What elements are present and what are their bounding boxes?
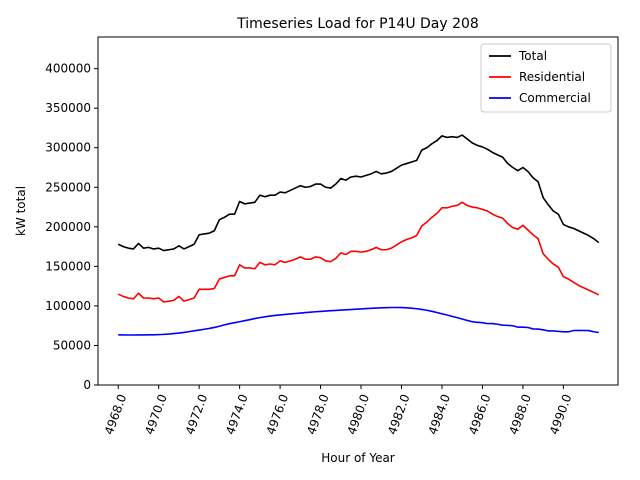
y-tick-label: 400000: [45, 62, 91, 76]
y-tick-label: 50000: [53, 338, 91, 352]
series-line-residential: [117, 201, 600, 303]
series-line-commercial: [118, 306, 599, 336]
y-tick-label: 0: [83, 378, 91, 392]
series-line-total: [117, 134, 600, 252]
y-axis-label: kW total: [14, 186, 28, 236]
legend-label-commercial: Commercial: [519, 91, 591, 105]
chart-title: Timeseries Load for P14U Day 208: [236, 16, 479, 32]
y-tick-label: 300000: [45, 141, 91, 155]
legend-box: [480, 43, 612, 113]
series-layer: [117, 134, 600, 336]
x-axis-label: Hour of Year: [321, 451, 395, 465]
y-tick-label: 150000: [45, 259, 91, 273]
y-tick-label: 250000: [45, 180, 91, 194]
legend-label-residential: Residential: [519, 70, 585, 84]
legend-label-total: Total: [518, 49, 547, 63]
plot-frame: [97, 36, 619, 386]
y-tick-label: 100000: [45, 299, 91, 313]
y-tick-label: 350000: [45, 101, 91, 115]
legend: Total Residential Commercial: [480, 43, 612, 113]
y-tick-label: 200000: [45, 220, 91, 234]
